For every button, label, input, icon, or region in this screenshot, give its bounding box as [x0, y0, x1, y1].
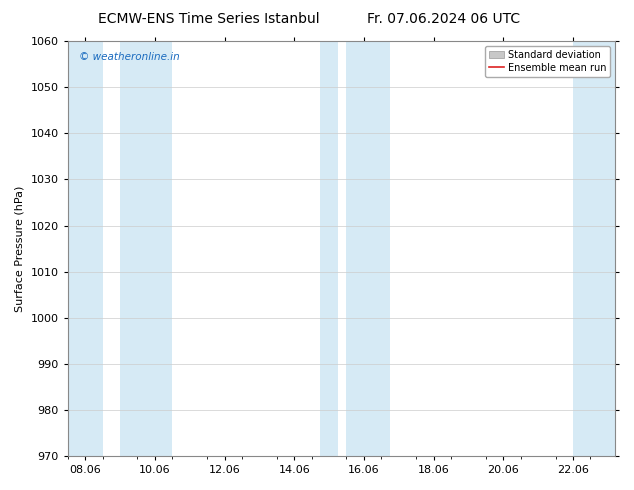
Text: © weatheronline.in: © weatheronline.in	[79, 51, 179, 62]
Text: Fr. 07.06.2024 06 UTC: Fr. 07.06.2024 06 UTC	[367, 12, 521, 26]
Text: ECMW-ENS Time Series Istanbul: ECMW-ENS Time Series Istanbul	[98, 12, 320, 26]
Bar	[120, 41, 172, 456]
Bar	[68, 41, 103, 456]
Bar	[573, 41, 615, 456]
Y-axis label: Surface Pressure (hPa): Surface Pressure (hPa)	[15, 185, 25, 312]
Bar	[347, 41, 390, 456]
Legend: Standard deviation, Ensemble mean run: Standard deviation, Ensemble mean run	[485, 46, 610, 77]
Bar	[320, 41, 338, 456]
